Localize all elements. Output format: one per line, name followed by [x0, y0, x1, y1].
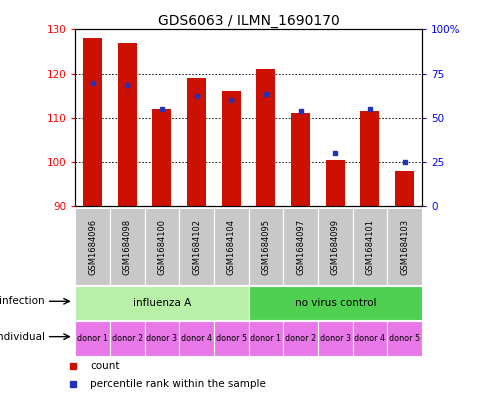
Bar [109, 208, 144, 285]
Bar [352, 321, 386, 356]
Bar [75, 208, 109, 285]
Bar [248, 208, 283, 285]
Bar [386, 321, 421, 356]
Text: donor 4: donor 4 [181, 334, 212, 343]
Bar [283, 208, 318, 285]
Text: donor 2: donor 2 [111, 334, 142, 343]
Text: GSM1684099: GSM1684099 [330, 219, 339, 275]
Text: donor 2: donor 2 [285, 334, 316, 343]
Text: donor 5: donor 5 [388, 334, 419, 343]
Title: GDS6063 / ILMN_1690170: GDS6063 / ILMN_1690170 [157, 15, 339, 28]
Text: donor 4: donor 4 [354, 334, 385, 343]
Text: percentile rank within the sample: percentile rank within the sample [90, 379, 266, 389]
Text: GSM1684101: GSM1684101 [364, 219, 374, 275]
Bar [152, 109, 171, 206]
Bar [187, 78, 206, 206]
Text: count: count [90, 361, 120, 371]
Bar [318, 321, 352, 356]
Bar [283, 321, 318, 356]
Text: no virus control: no virus control [294, 298, 375, 308]
Text: donor 1: donor 1 [250, 334, 281, 343]
Bar [83, 38, 102, 206]
Bar [318, 208, 352, 285]
Text: GSM1684096: GSM1684096 [88, 219, 97, 275]
Text: GSM1684098: GSM1684098 [122, 219, 132, 275]
Text: GSM1684102: GSM1684102 [192, 219, 201, 275]
Bar [75, 286, 248, 320]
Text: GSM1684104: GSM1684104 [226, 219, 235, 275]
Bar [248, 286, 421, 320]
Bar [213, 321, 248, 356]
Text: donor 3: donor 3 [319, 334, 350, 343]
Bar [352, 208, 386, 285]
Text: influenza A: influenza A [133, 298, 191, 308]
Bar [394, 171, 413, 206]
Bar [256, 69, 275, 206]
Text: GSM1684103: GSM1684103 [399, 219, 408, 275]
Bar [386, 208, 421, 285]
Bar [248, 321, 283, 356]
Bar [221, 91, 240, 206]
Bar [118, 43, 136, 206]
Text: infection: infection [0, 296, 45, 306]
Bar [144, 321, 179, 356]
Text: GSM1684095: GSM1684095 [261, 219, 270, 275]
Bar [75, 321, 109, 356]
Text: GSM1684097: GSM1684097 [295, 219, 304, 275]
Text: individual: individual [0, 332, 45, 342]
Text: donor 3: donor 3 [146, 334, 177, 343]
Bar [109, 321, 144, 356]
Bar [325, 160, 344, 206]
Text: donor 5: donor 5 [215, 334, 246, 343]
Bar [360, 111, 378, 206]
Text: GSM1684100: GSM1684100 [157, 219, 166, 275]
Text: donor 1: donor 1 [77, 334, 108, 343]
Bar [290, 114, 309, 206]
Bar [144, 208, 179, 285]
Bar [213, 208, 248, 285]
Bar [179, 321, 213, 356]
Bar [179, 208, 213, 285]
